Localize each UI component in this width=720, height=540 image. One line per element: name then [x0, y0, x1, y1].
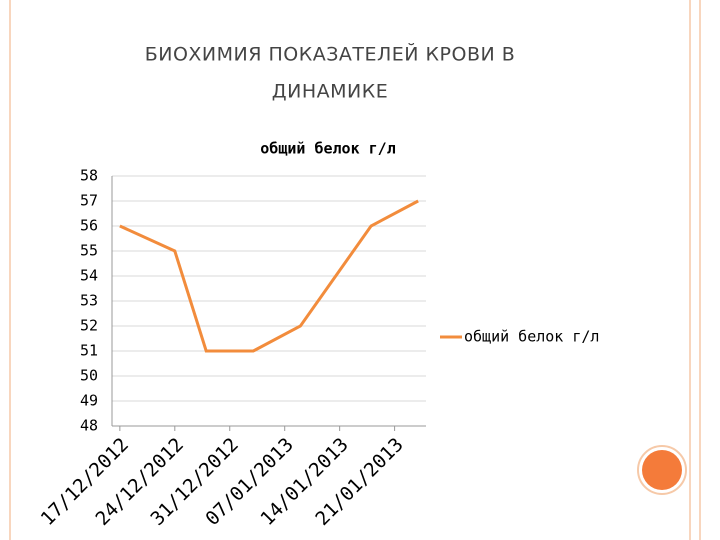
y-tick-label: 57 — [80, 192, 98, 210]
y-tick-label: 52 — [80, 317, 98, 335]
y-tick-label: 53 — [80, 292, 98, 310]
decor-circle — [642, 450, 682, 490]
y-tick-label: 48 — [80, 417, 98, 435]
series-line — [119, 199, 419, 353]
y-tick-label: 55 — [80, 242, 98, 260]
y-tick-label: 54 — [80, 267, 98, 285]
slide-title: БИОХИМИЯ ПОКАЗАТЕЛЕЙ КРОВИ В — [145, 43, 516, 66]
chart-title: общий белок г/л — [260, 140, 395, 158]
y-tick-label: 51 — [80, 342, 98, 360]
y-tick-label: 49 — [80, 392, 98, 410]
slide-title: ДИНАМИКЕ — [272, 81, 388, 103]
legend-label: общий белок г/л — [464, 328, 599, 346]
y-tick-label: 58 — [80, 167, 98, 185]
y-tick-label: 50 — [80, 367, 98, 385]
y-tick-label: 56 — [80, 217, 98, 235]
